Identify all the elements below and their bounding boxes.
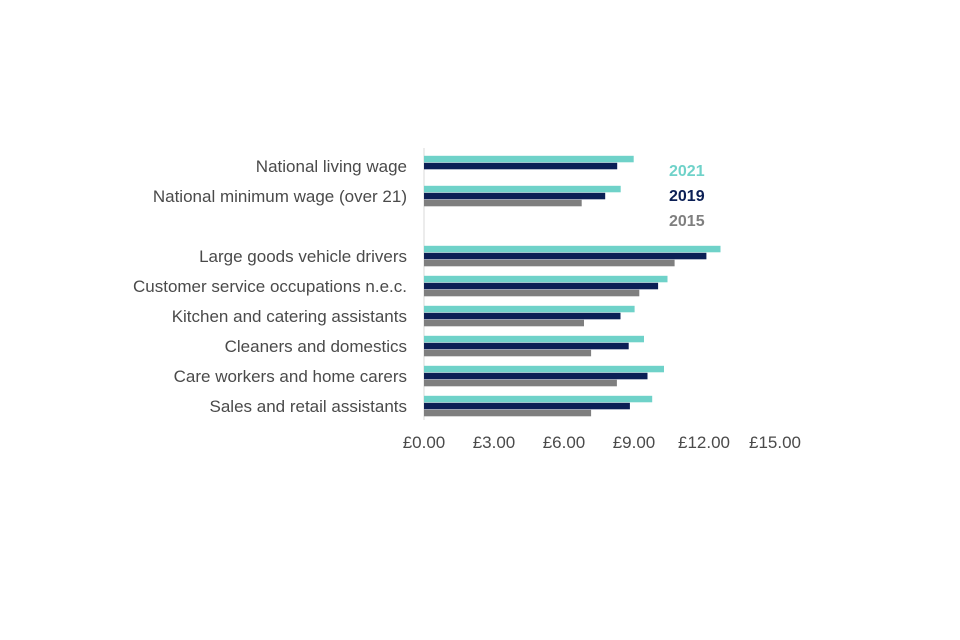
bar-2015-5	[424, 349, 592, 357]
bar-group	[424, 155, 721, 417]
bar-2019-4	[424, 312, 621, 320]
bar-2021-5	[424, 335, 644, 343]
x-tick-label: £3.00	[473, 433, 516, 452]
bar-2021-6	[424, 365, 664, 373]
bar-2015-1	[424, 199, 582, 207]
bar-2019-2	[424, 252, 707, 260]
bar-2015-4	[424, 319, 584, 327]
x-tick-label: £6.00	[543, 433, 586, 452]
bar-2019-7	[424, 402, 630, 410]
legend-label-2021: 2021	[669, 163, 705, 180]
x-tick-label: £12.00	[678, 433, 730, 452]
bar-2019-5	[424, 342, 629, 350]
bar-2021-0	[424, 155, 634, 163]
category-label: National minimum wage (over 21)	[153, 187, 407, 206]
bar-2021-3	[424, 275, 668, 283]
bar-2015-6	[424, 379, 617, 387]
legend: 2021 2019 2015	[669, 163, 705, 230]
bar-2015-7	[424, 409, 592, 417]
bar-2019-3	[424, 282, 659, 290]
category-label: Customer service occupations n.e.c.	[133, 277, 407, 296]
bar-2019-0	[424, 162, 618, 170]
bar-2021-4	[424, 305, 635, 313]
x-tick-label: £9.00	[613, 433, 656, 452]
x-tick-labels: £0.00 £3.00 £6.00 £9.00 £12.00 £15.00	[403, 433, 801, 452]
bar-2021-7	[424, 395, 653, 403]
bar-2019-1	[424, 192, 606, 200]
category-labels: National living wage National minimum wag…	[133, 157, 407, 416]
category-label: Cleaners and domestics	[225, 337, 407, 356]
category-label: Sales and retail assistants	[210, 397, 408, 416]
bar-2015-3	[424, 289, 640, 297]
category-label: Care workers and home carers	[174, 367, 407, 386]
category-label: Kitchen and catering assistants	[172, 307, 407, 326]
legend-label-2019: 2019	[669, 188, 705, 205]
bar-2021-1	[424, 185, 621, 193]
legend-label-2015: 2015	[669, 213, 705, 230]
category-label: National living wage	[256, 157, 407, 176]
bar-2021-2	[424, 245, 721, 253]
category-label: Large goods vehicle drivers	[199, 247, 407, 266]
x-tick-label: £0.00	[403, 433, 446, 452]
x-tick-label: £15.00	[749, 433, 801, 452]
bar-2015-2	[424, 259, 675, 267]
bar-2019-6	[424, 372, 648, 380]
